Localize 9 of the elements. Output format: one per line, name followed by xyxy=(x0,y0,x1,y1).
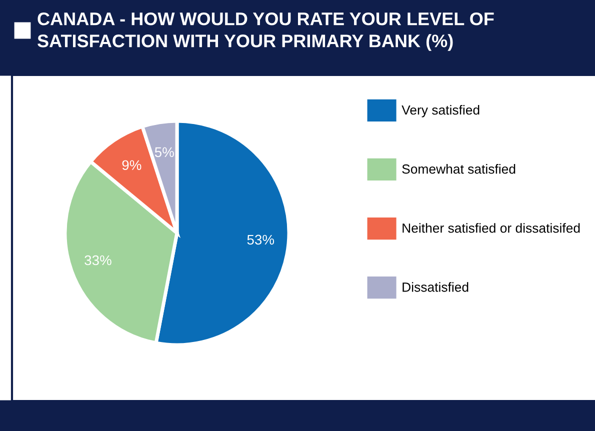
legend-label: Neither satisfied or dissatisifed xyxy=(402,223,580,233)
chart-title: CANADA - HOW WOULD YOU RATE YOUR LEVEL OF SATISFACTION WITH YOUR PRIMARY BANK (%) xyxy=(38,12,494,51)
legend-label: Dissatisfied xyxy=(402,282,468,292)
data-label: 5% xyxy=(154,147,174,158)
data-label: 33% xyxy=(84,255,112,266)
legend-label: Somewhat satisfied xyxy=(402,164,516,174)
data-label: 53% xyxy=(247,234,274,245)
legend-label: Very satisfied xyxy=(402,104,480,118)
data-label: 9% xyxy=(122,160,142,170)
